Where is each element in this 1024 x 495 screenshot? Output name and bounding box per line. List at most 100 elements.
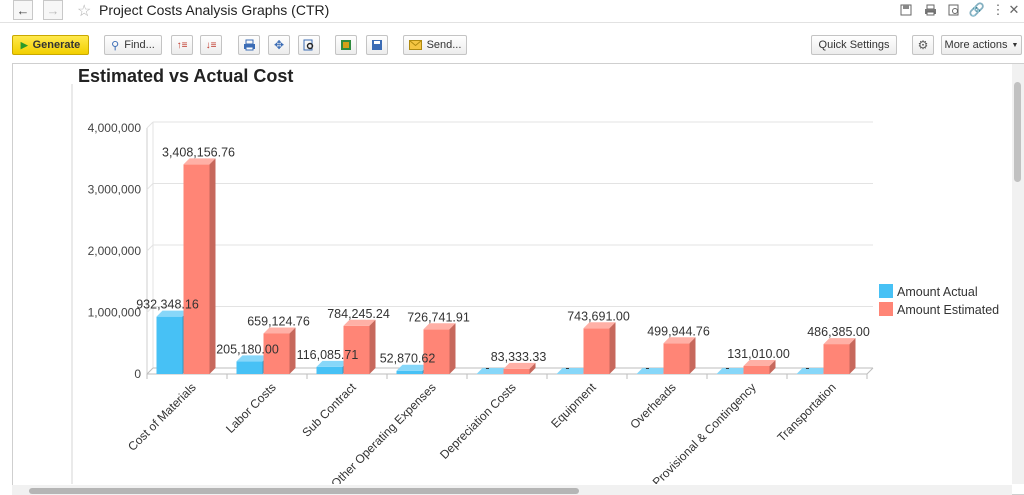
bar-top-amount-actual bbox=[636, 368, 669, 374]
bar-top-amount-estimated bbox=[743, 359, 776, 366]
bar-amount-actual[interactable] bbox=[316, 366, 343, 374]
print-icon[interactable] bbox=[922, 2, 938, 18]
link-icon[interactable]: 🔗 bbox=[968, 2, 986, 17]
chart-title: Estimated vs Actual Cost bbox=[78, 66, 293, 86]
x-tick-label: Labor Costs bbox=[223, 380, 279, 436]
move-button[interactable]: ✥ bbox=[268, 35, 290, 55]
bar-amount-estimated[interactable] bbox=[343, 325, 370, 374]
quick-settings-label: Quick Settings bbox=[818, 39, 890, 51]
horizontal-scrollbar[interactable] bbox=[12, 485, 1012, 495]
save-button[interactable] bbox=[366, 35, 388, 55]
data-label: 499,944.76 bbox=[647, 324, 710, 338]
bar-amount-estimated[interactable] bbox=[823, 344, 850, 374]
data-label: 205,180.00 bbox=[216, 342, 279, 356]
export-excel-button[interactable] bbox=[335, 35, 357, 55]
bar-side-amount-estimated bbox=[289, 327, 296, 374]
favorite-star-icon[interactable]: ☆ bbox=[77, 3, 92, 20]
generate-label: Generate bbox=[32, 39, 81, 51]
y-tick-label: 0 bbox=[134, 367, 141, 381]
data-label: 726,741.91 bbox=[407, 310, 470, 324]
more-actions-button[interactable]: More actions ▼ bbox=[941, 35, 1022, 55]
back-button[interactable]: ← bbox=[13, 0, 33, 20]
more-actions-label: More actions bbox=[944, 39, 1008, 51]
send-button[interactable]: Send... bbox=[403, 35, 467, 55]
data-label: - bbox=[565, 361, 569, 375]
vertical-scroll-thumb[interactable] bbox=[1014, 82, 1021, 182]
bar-top-amount-estimated bbox=[263, 327, 296, 334]
close-icon[interactable]: ✕ bbox=[1008, 2, 1020, 17]
find-label: Find... bbox=[124, 39, 155, 51]
gridline-depth bbox=[146, 306, 154, 313]
bar-top-amount-estimated bbox=[583, 322, 616, 329]
y-tick-label: 3,000,000 bbox=[88, 183, 142, 197]
bar-side-amount-estimated bbox=[689, 337, 696, 374]
forward-button[interactable]: → bbox=[43, 0, 63, 20]
arrow-left-icon: ← bbox=[16, 2, 30, 18]
bar-amount-actual[interactable] bbox=[236, 361, 263, 374]
bar-top-amount-actual bbox=[796, 368, 829, 374]
print-button[interactable] bbox=[238, 35, 260, 55]
data-label: 116,085.71 bbox=[297, 348, 359, 362]
arrow-right-icon: → bbox=[46, 2, 60, 18]
print-preview-button[interactable] bbox=[298, 35, 320, 55]
data-label: 3,408,156.76 bbox=[162, 145, 235, 159]
bar-amount-actual[interactable] bbox=[396, 370, 423, 374]
bar-amount-estimated[interactable] bbox=[183, 164, 210, 374]
data-label: 743,691.00 bbox=[567, 309, 630, 323]
bar-side-amount-estimated bbox=[769, 359, 776, 374]
bar-top-amount-actual bbox=[396, 364, 429, 371]
sort-ascending-button[interactable]: ↑≡ bbox=[171, 35, 193, 55]
bar-side-amount-estimated bbox=[449, 323, 456, 374]
settings-button[interactable]: ⚙ bbox=[912, 35, 934, 55]
bar-side-amount-estimated bbox=[529, 362, 536, 374]
bar-side-amount-estimated bbox=[209, 158, 216, 374]
bar-amount-estimated[interactable] bbox=[423, 329, 450, 374]
bar-top-amount-actual bbox=[716, 368, 749, 374]
vertical-scrollbar[interactable] bbox=[1012, 64, 1024, 484]
bar-amount-estimated[interactable] bbox=[263, 333, 290, 374]
data-label: 131,010.00 bbox=[727, 347, 790, 361]
horizontal-scroll-thumb[interactable] bbox=[29, 488, 579, 494]
bar-top-amount-actual bbox=[556, 368, 589, 374]
legend-label: Amount Estimated bbox=[897, 303, 999, 317]
bar-top-amount-estimated bbox=[423, 323, 456, 330]
more-vertical-icon[interactable]: ⋮ bbox=[991, 2, 1005, 17]
legend: Amount Actual Amount Estimated bbox=[879, 284, 999, 317]
bar-side-amount-estimated bbox=[369, 319, 376, 374]
toolbar: ▶ Generate ⚲ Find... ↑≡ ↓≡ ✥ Send... Qui… bbox=[0, 30, 1024, 58]
floor-edge bbox=[866, 367, 874, 375]
bar-amount-estimated[interactable] bbox=[503, 368, 530, 374]
bar-amount-estimated[interactable] bbox=[743, 365, 770, 374]
floppy-disk-icon bbox=[372, 40, 382, 50]
bar-amount-estimated[interactable] bbox=[663, 343, 690, 374]
sort-descending-button[interactable]: ↓≡ bbox=[200, 35, 222, 55]
save-icon[interactable] bbox=[898, 2, 914, 18]
bar-side-amount-estimated bbox=[849, 338, 856, 374]
legend-label: Amount Actual bbox=[897, 285, 978, 299]
x-tick-label: Transportation bbox=[774, 380, 838, 444]
spreadsheet-icon bbox=[341, 40, 351, 50]
print-preview-icon bbox=[303, 39, 314, 51]
find-button[interactable]: ⚲ Find... bbox=[104, 35, 162, 55]
bar-top-amount-actual bbox=[316, 360, 349, 367]
move-arrows-icon: ✥ bbox=[273, 38, 285, 52]
quick-settings-button[interactable]: Quick Settings bbox=[811, 35, 897, 55]
gridline-depth bbox=[146, 121, 154, 129]
window-title: Project Costs Analysis Graphs (CTR) bbox=[99, 2, 330, 18]
x-tick-label: Depreciation Costs bbox=[437, 380, 519, 462]
x-tick-label: Equipment bbox=[548, 380, 599, 431]
preview-icon[interactable] bbox=[946, 2, 962, 18]
bar-top-amount-estimated bbox=[823, 338, 856, 345]
data-label: - bbox=[805, 361, 809, 375]
data-label: 784,245.24 bbox=[327, 307, 390, 321]
data-label: - bbox=[485, 361, 489, 375]
print-icon bbox=[243, 39, 255, 51]
legend-swatch bbox=[879, 302, 893, 316]
chart: Estimated vs Actual Cost 0 1,000,000 2,000… bbox=[71, 66, 999, 484]
generate-button[interactable]: ▶ Generate bbox=[12, 35, 89, 55]
bar-amount-actual[interactable] bbox=[156, 316, 183, 374]
bar-amount-estimated[interactable] bbox=[583, 328, 610, 374]
play-icon: ▶ bbox=[20, 39, 28, 50]
bar-top-amount-estimated bbox=[183, 158, 216, 165]
sort-ascending-icon: ↑≡ bbox=[176, 39, 188, 51]
